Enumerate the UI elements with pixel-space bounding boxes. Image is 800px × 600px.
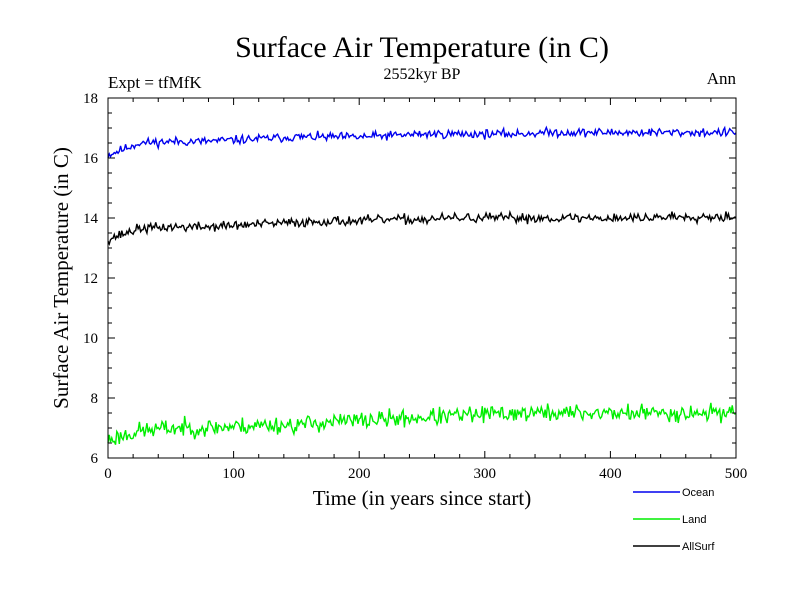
x-tick-label: 400	[599, 466, 622, 482]
series-line-allsurf	[107, 209, 737, 247]
y-tick-label: 6	[91, 451, 99, 467]
x-tick-label: 0	[104, 466, 112, 482]
legend-label-ocean: Ocean	[682, 487, 714, 499]
y-axis-label: Surface Air Temperature (in C)	[49, 147, 73, 409]
chart-title: Surface Air Temperature (in C)	[235, 31, 609, 64]
x-tick-label: 300	[474, 466, 497, 482]
series-line-land	[107, 402, 736, 445]
x-tick-label: 100	[222, 466, 245, 482]
x-tick-label: 200	[348, 466, 371, 482]
y-tick-label: 10	[83, 331, 98, 347]
ticks-layer: 0 100 200 300 400 500 6 8 10 12 14 16 18	[83, 91, 747, 482]
series-layer	[107, 125, 737, 445]
y-tick-label: 8	[91, 391, 99, 407]
legend-label-allsurf: AllSurf	[682, 541, 715, 553]
plot-frame	[107, 97, 737, 459]
season-label: Ann	[707, 69, 737, 88]
series-line-ocean	[107, 125, 737, 159]
legend: Ocean Land AllSurf	[633, 487, 715, 553]
legend-label-land: Land	[682, 514, 706, 526]
y-tick-label: 12	[83, 271, 98, 287]
y-tick-label: 16	[83, 151, 99, 167]
x-axis-label: Time (in years since start)	[313, 486, 532, 510]
x-tick-label: 500	[725, 466, 748, 482]
chart-subtitle: 2552kyr BP	[384, 66, 461, 83]
experiment-label: Expt = tfMfK	[108, 73, 202, 92]
y-tick-label: 18	[83, 91, 98, 107]
y-tick-label: 14	[83, 211, 99, 227]
